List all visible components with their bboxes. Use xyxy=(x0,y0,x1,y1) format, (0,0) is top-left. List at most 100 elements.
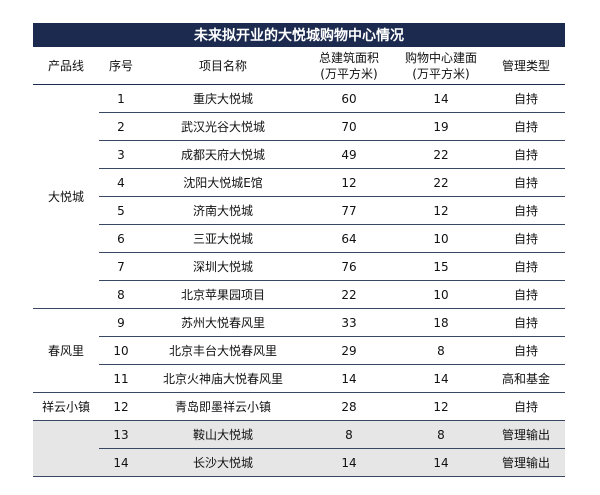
cell-project-name: 北京苹果园项目 xyxy=(180,288,265,302)
mall-table: 未来拟开业的大悦城购物中心情况 产品线 序号 项目名称 总建筑面积 (万平方米) … xyxy=(33,23,565,477)
cell-project-name: 北京丰台大悦春风里 xyxy=(168,344,277,358)
cell-total-area: 64 xyxy=(341,231,357,246)
table-row: 5 济南大悦城 77 12 自持 xyxy=(33,197,565,225)
cell-number: 6 xyxy=(117,231,125,246)
cell-total-area: 60 xyxy=(341,91,357,106)
cell-total-area: 70 xyxy=(341,119,357,134)
cell-mall-area: 22 xyxy=(433,175,449,190)
table-row: 3 成都天府大悦城 49 22 自持 xyxy=(33,141,565,169)
table-row: 10 北京丰台大悦春风里 29 8 自持 xyxy=(33,337,565,365)
table-header: 产品线 序号 项目名称 总建筑面积 (万平方米) 购物中心建面 (万平方米) 管理类… xyxy=(33,47,565,85)
table-row: 9 苏州大悦春风里 33 18 自持 xyxy=(33,309,565,337)
cell-number: 12 xyxy=(113,399,129,414)
cell-mall-area: 14 xyxy=(433,371,449,386)
cell-mall-area: 8 xyxy=(437,427,445,442)
cell-management-type: 自持 xyxy=(513,232,538,246)
cell-mall-area: 19 xyxy=(433,119,449,134)
cell-total-area: 14 xyxy=(341,371,357,386)
header-number: 序号 xyxy=(108,58,133,73)
cell-management-type: 自持 xyxy=(513,204,538,218)
cell-project-name: 成都天府大悦城 xyxy=(180,148,265,162)
table-body: 1 重庆大悦城 60 14 自持 2 武汉光谷大悦城 70 19 自持 3 成都天府大悦城 49 22 自持… xyxy=(33,85,565,477)
group-divider xyxy=(33,392,99,393)
table-row: 4 沈阳大悦城E馆 12 22 自持 xyxy=(33,169,565,197)
cell-mall-area: 8 xyxy=(437,343,445,358)
cell-management-type: 自持 xyxy=(513,400,538,414)
cell-number: 5 xyxy=(117,203,125,218)
group-label: 大悦城 xyxy=(33,85,99,308)
cell-project-name: 济南大悦城 xyxy=(192,204,253,218)
cell-management-type: 自持 xyxy=(513,288,538,302)
table-row: 13 鞍山大悦城 8 8 管理输出 xyxy=(33,421,565,449)
cell-project-name: 沈阳大悦城E馆 xyxy=(183,176,263,190)
group-divider xyxy=(33,420,99,421)
cell-management-type: 自持 xyxy=(513,260,538,274)
cell-project-name: 深圳大悦城 xyxy=(192,260,253,274)
table-row: 14 长沙大悦城 14 14 管理输出 xyxy=(33,449,565,477)
cell-total-area: 77 xyxy=(341,203,357,218)
header-mall-area-line1: 购物中心建面 xyxy=(404,50,477,65)
header-mall-area-line2: (万平方米) xyxy=(412,66,470,81)
header-product-line: 产品线 xyxy=(47,58,84,73)
cell-number: 1 xyxy=(117,91,125,106)
cell-management-type: 自持 xyxy=(513,92,538,106)
header-mall-area: 购物中心建面 (万平方米) xyxy=(395,47,487,84)
cell-management-type: 管理输出 xyxy=(501,456,550,470)
cell-management-type: 自持 xyxy=(513,316,538,330)
cell-total-area: 76 xyxy=(341,259,357,274)
cell-total-area: 14 xyxy=(341,455,357,470)
table-row: 2 武汉光谷大悦城 70 19 自持 xyxy=(33,113,565,141)
header-total-area-line1: 总建筑面积 xyxy=(318,50,379,65)
cell-project-name: 长沙大悦城 xyxy=(192,456,253,470)
group-divider xyxy=(33,308,99,309)
header-total-area-line2: (万平方米) xyxy=(320,66,378,81)
cell-management-type: 自持 xyxy=(513,120,538,134)
cell-number: 7 xyxy=(117,259,125,274)
cell-number: 14 xyxy=(113,455,129,470)
cell-project-name: 重庆大悦城 xyxy=(192,92,253,106)
cell-total-area: 33 xyxy=(341,315,357,330)
group-label: 春风里 xyxy=(33,309,99,392)
cell-number: 8 xyxy=(117,287,125,302)
cell-management-type: 自持 xyxy=(513,176,538,190)
group-label xyxy=(33,421,99,476)
table-row: 8 北京苹果园项目 22 10 自持 xyxy=(33,281,565,309)
table-row: 1 重庆大悦城 60 14 自持 xyxy=(33,85,565,113)
cell-project-name: 鞍山大悦城 xyxy=(192,428,253,442)
header-management-type: 管理类型 xyxy=(501,58,550,73)
cell-mall-area: 22 xyxy=(433,147,449,162)
header-total-area: 总建筑面积 (万平方米) xyxy=(303,47,395,84)
cell-number: 9 xyxy=(117,315,125,330)
cell-total-area: 29 xyxy=(341,343,357,358)
cell-project-name: 苏州大悦春风里 xyxy=(180,316,265,330)
cell-project-name: 北京火神庙大悦春风里 xyxy=(162,372,283,386)
cell-total-area: 49 xyxy=(341,147,357,162)
cell-mall-area: 12 xyxy=(433,203,449,218)
cell-number: 3 xyxy=(117,147,125,162)
cell-mall-area: 12 xyxy=(433,399,449,414)
cell-number: 10 xyxy=(113,343,129,358)
cell-total-area: 28 xyxy=(341,399,357,414)
cell-total-area: 22 xyxy=(341,287,357,302)
cell-number: 4 xyxy=(117,175,125,190)
cell-mall-area: 18 xyxy=(433,315,449,330)
table-row: 12 青岛即墨祥云小镇 28 12 自持 xyxy=(33,393,565,421)
table-title: 未来拟开业的大悦城购物中心情况 xyxy=(33,23,565,47)
cell-project-name: 青岛即墨祥云小镇 xyxy=(174,400,271,414)
cell-number: 2 xyxy=(117,119,125,134)
cell-mall-area: 10 xyxy=(433,287,449,302)
group-label: 祥云小镇 xyxy=(33,393,99,420)
cell-total-area: 8 xyxy=(345,427,353,442)
table-row: 7 深圳大悦城 76 15 自持 xyxy=(33,253,565,281)
header-project-name: 项目名称 xyxy=(198,58,247,73)
table-row: 6 三亚大悦城 64 10 自持 xyxy=(33,225,565,253)
cell-mall-area: 15 xyxy=(433,259,449,274)
cell-management-type: 高和基金 xyxy=(501,372,550,386)
cell-number: 11 xyxy=(113,371,129,386)
cell-total-area: 12 xyxy=(341,175,357,190)
cell-project-name: 三亚大悦城 xyxy=(192,232,253,246)
cell-mall-area: 14 xyxy=(433,91,449,106)
cell-management-type: 管理输出 xyxy=(501,428,550,442)
cell-management-type: 自持 xyxy=(513,148,538,162)
cell-number: 13 xyxy=(113,427,129,442)
